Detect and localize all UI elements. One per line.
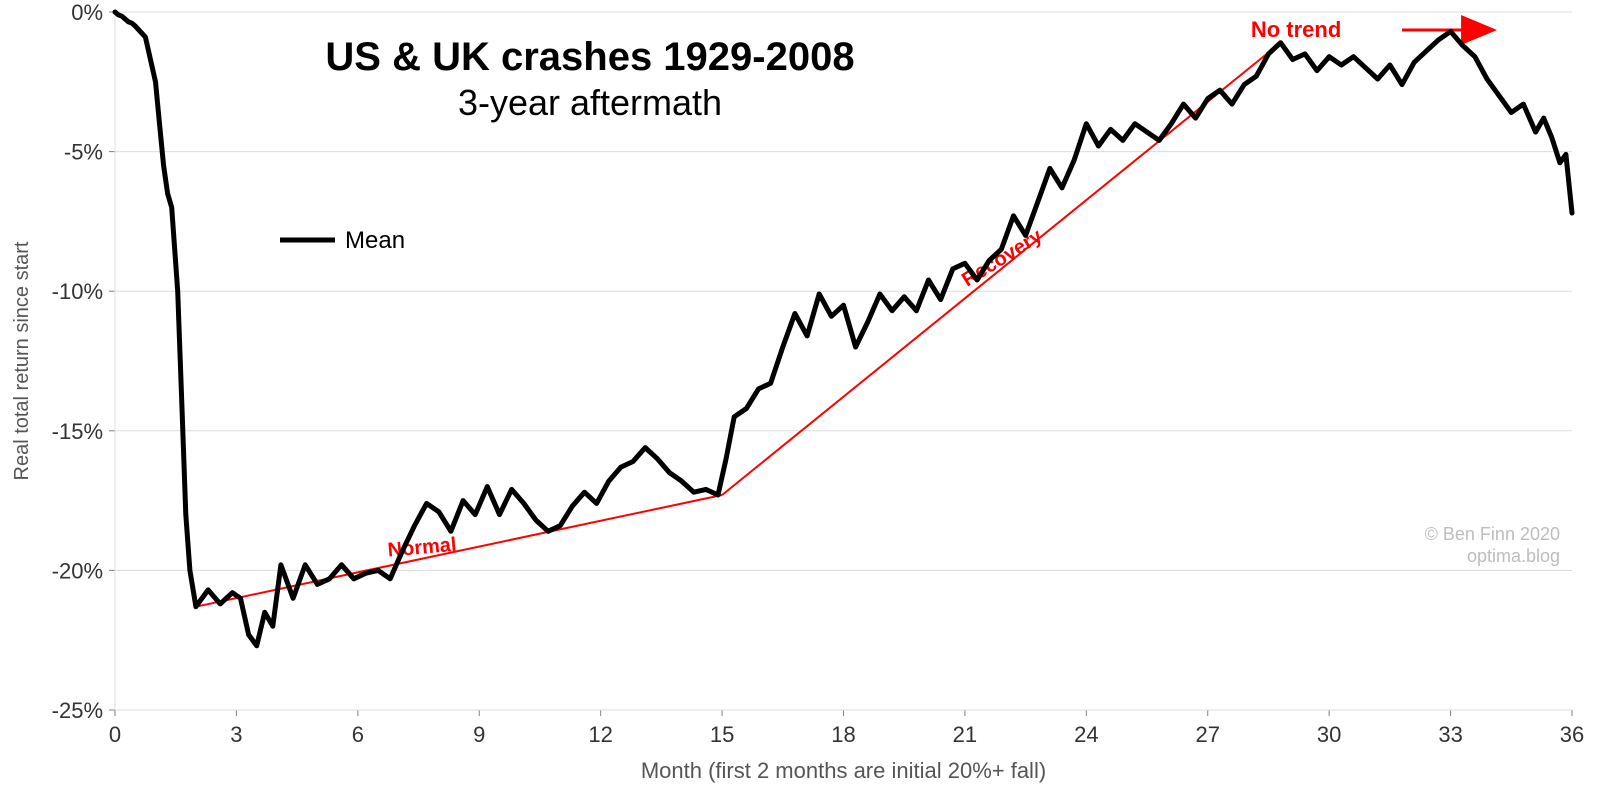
y-tick-label: -10%: [52, 279, 103, 304]
x-tick-label: 24: [1074, 722, 1098, 747]
x-tick-label: 30: [1317, 722, 1341, 747]
x-tick-label: 27: [1196, 722, 1220, 747]
x-tick-label: 33: [1438, 722, 1462, 747]
y-tick-label: -15%: [52, 419, 103, 444]
plot-background: [0, 0, 1597, 793]
x-tick-label: 9: [473, 722, 485, 747]
x-tick-label: 0: [109, 722, 121, 747]
chart-container: -25%-20%-15%-10%-5%0%0369121518212427303…: [0, 0, 1597, 793]
no-trend-label: No trend: [1251, 17, 1341, 42]
credit-line-2: optima.blog: [1467, 546, 1560, 566]
x-tick-label: 6: [352, 722, 364, 747]
x-tick-label: 12: [588, 722, 612, 747]
x-tick-label: 3: [230, 722, 242, 747]
x-tick-label: 18: [831, 722, 855, 747]
y-tick-label: -20%: [52, 558, 103, 583]
legend-label: Mean: [345, 227, 405, 254]
chart-subtitle: 3-year aftermath: [458, 82, 722, 123]
chart-title: US & UK crashes 1929-2008: [325, 35, 854, 79]
y-tick-label: 0%: [71, 0, 103, 25]
line-chart: -25%-20%-15%-10%-5%0%0369121518212427303…: [0, 0, 1597, 793]
y-tick-label: -5%: [64, 140, 103, 165]
x-tick-label: 21: [953, 722, 977, 747]
credit-line-1: © Ben Finn 2020: [1425, 524, 1560, 544]
x-tick-label: 15: [710, 722, 734, 747]
y-tick-label: -25%: [52, 698, 103, 723]
x-tick-label: 36: [1560, 722, 1584, 747]
y-axis-label: Real total return since start: [11, 241, 33, 480]
x-axis-label: Month (first 2 months are initial 20%+ f…: [641, 758, 1046, 783]
